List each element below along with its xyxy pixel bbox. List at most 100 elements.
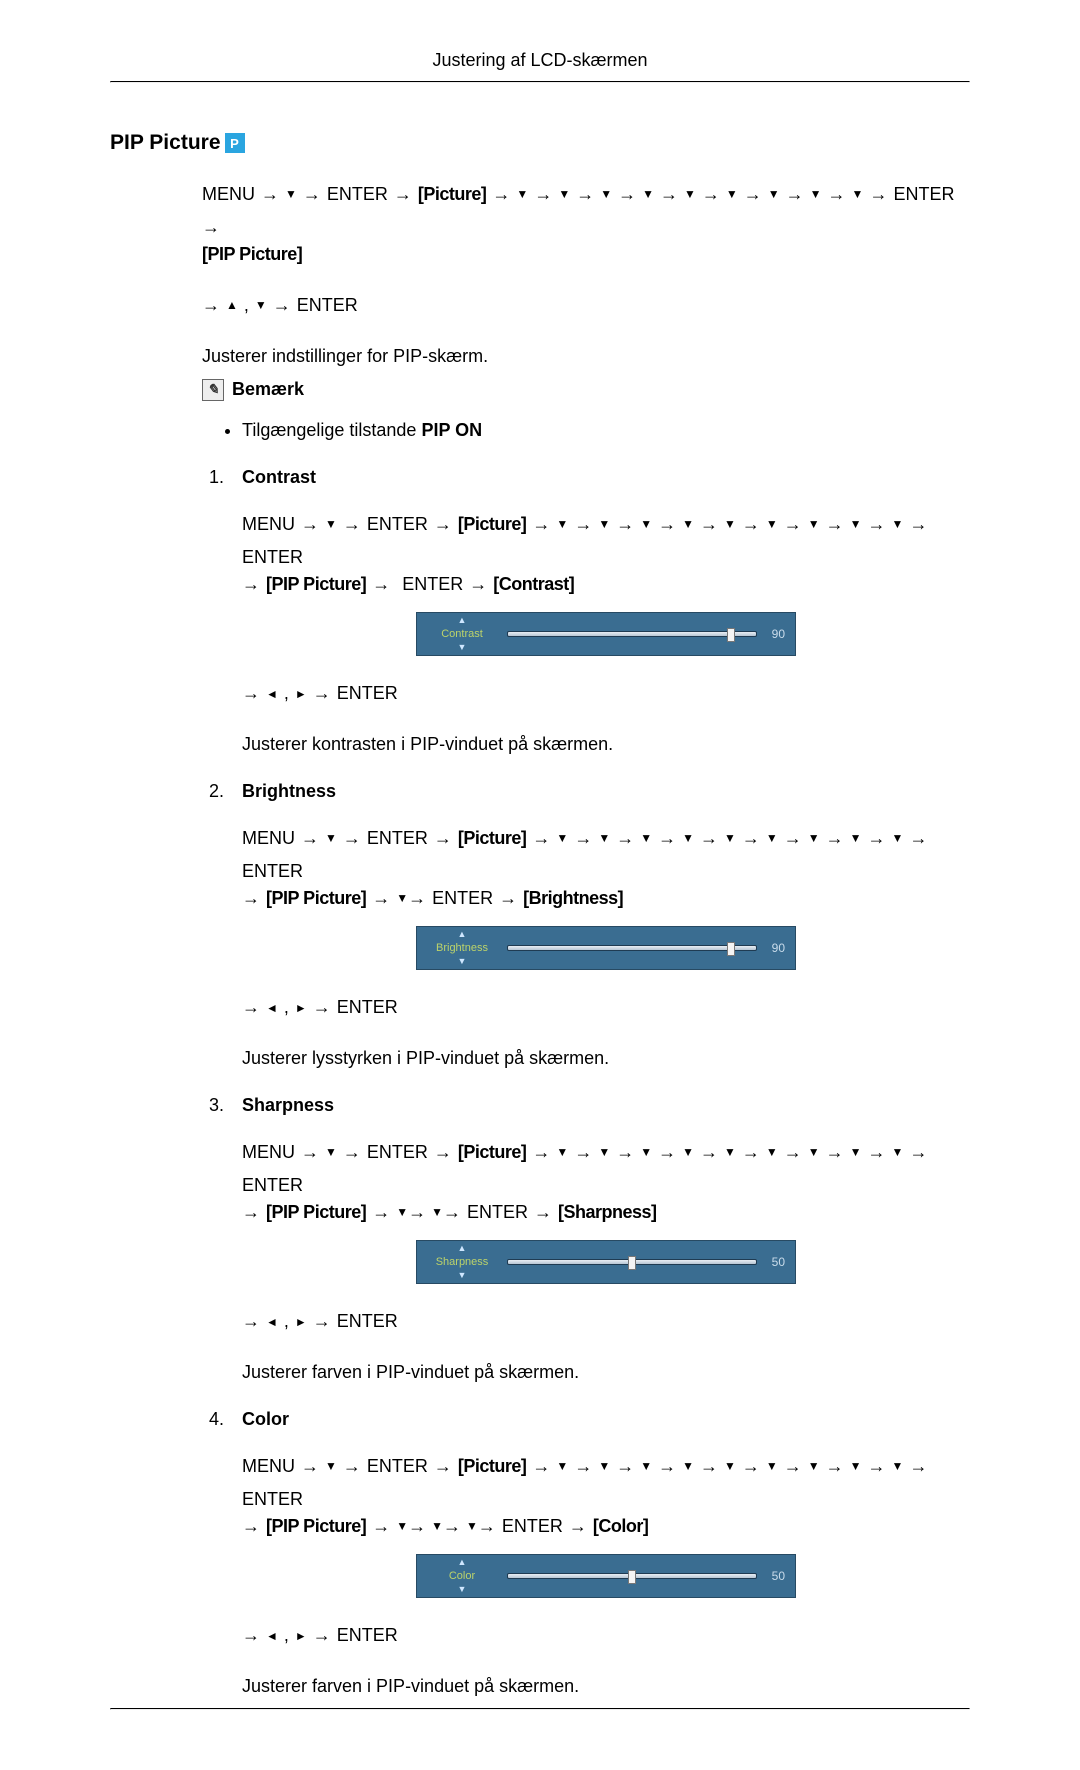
- down-icon: ▼: [458, 643, 467, 652]
- slider-label: Brightness: [436, 940, 488, 957]
- arrow-icon: [408, 1199, 426, 1226]
- picture-label: [Picture]: [458, 1453, 527, 1480]
- comma: ,: [284, 994, 289, 1021]
- arrow-icon: [372, 885, 390, 912]
- osd-setting-label: [Sharpness]: [558, 1199, 657, 1226]
- up-icon: [226, 292, 238, 319]
- slider-track[interactable]: [507, 631, 757, 637]
- menu-label: MENU: [202, 181, 255, 208]
- list-item: 3. Sharpness: [202, 1092, 970, 1119]
- right-icon: [295, 1308, 307, 1335]
- enter-label: ENTER: [297, 292, 358, 319]
- menu-label: MENU: [242, 511, 295, 538]
- item-number: 4.: [202, 1406, 224, 1433]
- item-nav-line-3: , ENTER: [242, 680, 970, 707]
- arrow-icon: [702, 181, 720, 208]
- arrow-icon: [202, 292, 220, 319]
- comma: ,: [244, 292, 249, 319]
- arrow-icon: [574, 511, 592, 538]
- arrow-icon: [826, 1139, 844, 1166]
- slider-left: ▲ Color ▼: [417, 1555, 507, 1597]
- enter-label: ENTER: [337, 680, 398, 707]
- down-icon: [640, 825, 652, 852]
- pip-picture-label: [PIP Picture]: [266, 1199, 366, 1226]
- item-nav-line-1: MENU ENTER [Picture]: [242, 825, 970, 885]
- intro-block: MENU ENTER [Picture] ENTER [PIP Picture]: [202, 181, 970, 1700]
- slider-value: 90: [772, 939, 785, 957]
- slider-thumb[interactable]: [628, 1570, 636, 1584]
- slider-left: ▲ Brightness ▼: [417, 927, 507, 969]
- slider-thumb[interactable]: [628, 1256, 636, 1270]
- down-icon: [766, 511, 778, 538]
- arrow-icon: [394, 181, 412, 208]
- enter-label: ENTER: [367, 511, 428, 538]
- item-title: Contrast: [242, 464, 316, 491]
- arrow-icon: [301, 511, 319, 538]
- arrow-icon: [700, 825, 718, 852]
- arrow-icon: [343, 1139, 361, 1166]
- slider-value: 50: [772, 1567, 785, 1585]
- slider-thumb[interactable]: [727, 628, 735, 642]
- arrow-icon: [826, 825, 844, 852]
- note-row: ✎ Bemærk: [202, 376, 970, 403]
- down-icon: [766, 1453, 778, 1480]
- slider-thumb[interactable]: [727, 942, 735, 956]
- right-icon: [295, 1622, 307, 1649]
- arrow-icon: [868, 825, 886, 852]
- item-nav-line-3: , ENTER: [242, 994, 970, 1021]
- arrow-icon: [786, 181, 804, 208]
- down-icon: [396, 885, 408, 912]
- slider-track[interactable]: [507, 945, 757, 951]
- picture-label: [Picture]: [458, 825, 527, 852]
- menu-label: MENU: [242, 1139, 295, 1166]
- arrow-icon: [616, 825, 634, 852]
- slider-left: ▲ Contrast ▼: [417, 613, 507, 655]
- down-icon: [724, 1139, 736, 1166]
- arrow-icon: [242, 885, 260, 912]
- arrow-icon: [313, 680, 331, 707]
- page-header: Justering af LCD-skærmen: [110, 50, 970, 79]
- item-nav-line-1: MENU ENTER [Picture]: [242, 1139, 970, 1199]
- down-icon: [808, 1453, 820, 1480]
- item-title: Brightness: [242, 778, 336, 805]
- down-icon: [556, 1139, 568, 1166]
- bottom-divider: [110, 1708, 970, 1710]
- slider-track[interactable]: [507, 1573, 757, 1579]
- enter-label: ENTER: [337, 1308, 398, 1335]
- arrow-icon: [499, 885, 517, 912]
- arrow-icon: [434, 1139, 452, 1166]
- slider-panel: ▲ Sharpness ▼ 50: [416, 1240, 796, 1284]
- item-title: Sharpness: [242, 1092, 334, 1119]
- item-nav-line-2: [PIP Picture] ENTER [Contrast]: [242, 571, 970, 598]
- comma: ,: [284, 1308, 289, 1335]
- arrow-icon: [909, 1139, 927, 1166]
- slider-panel: ▲ Contrast ▼ 90: [416, 612, 796, 656]
- arrow-icon: [826, 1453, 844, 1480]
- arrow-icon: [660, 181, 678, 208]
- slider-value: 50: [772, 1253, 785, 1271]
- down-icon: [556, 825, 568, 852]
- item-nav-line-2: [PIP Picture] ENTER [Brightness]: [242, 885, 970, 912]
- arrow-icon: [658, 1453, 676, 1480]
- arrow-icon: [434, 1453, 452, 1480]
- arrow-icon: [700, 1139, 718, 1166]
- slider-track[interactable]: [507, 1259, 757, 1265]
- arrow-icon: [784, 1453, 802, 1480]
- item-nav-line-1: MENU ENTER [Picture]: [242, 1453, 970, 1513]
- arrow-icon: [532, 1139, 550, 1166]
- item-nav-line-3: , ENTER: [242, 1308, 970, 1335]
- arrow-icon: [574, 825, 592, 852]
- note-label: Bemærk: [232, 376, 304, 403]
- slider-label: Color: [449, 1568, 475, 1585]
- menu-label: MENU: [242, 825, 295, 852]
- arrow-icon: [784, 1139, 802, 1166]
- left-icon: [266, 680, 278, 707]
- item-nav-line-1: MENU ENTER [Picture]: [242, 511, 970, 571]
- down-icon: [766, 1139, 778, 1166]
- arrow-icon: [868, 1453, 886, 1480]
- arrow-icon: [408, 885, 426, 912]
- picture-label: [Picture]: [418, 181, 487, 208]
- arrow-icon: [574, 1139, 592, 1166]
- arrow-icon: [434, 511, 452, 538]
- bullet-bold: PIP ON: [421, 420, 482, 440]
